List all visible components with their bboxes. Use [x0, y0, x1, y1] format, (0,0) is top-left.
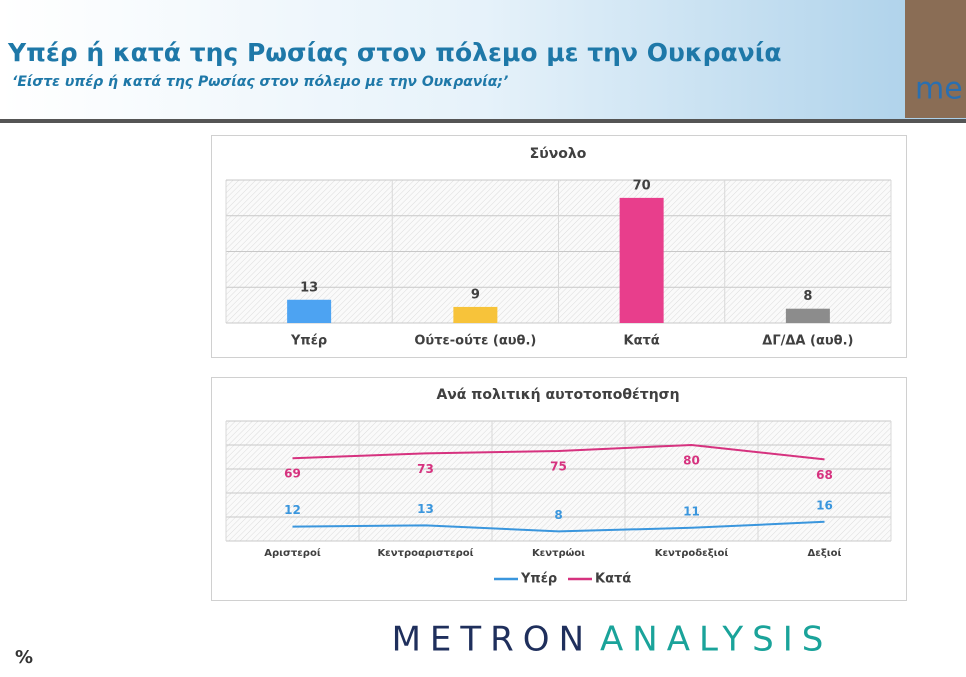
x-tick-label: Κεντροαριστεροί	[377, 547, 473, 559]
bar	[785, 308, 830, 323]
plot-area	[226, 421, 891, 541]
data-label: 8	[554, 508, 562, 522]
header-band	[0, 0, 966, 119]
x-tick-label: Κεντροδεξιοί	[655, 547, 729, 559]
title: Υπέρ ή κατά της Ρωσίας στον πόλεμο με τη…	[7, 38, 782, 67]
x-tick-label: Δεξιοί	[808, 547, 842, 559]
data-label: 13	[417, 502, 434, 516]
data-label: 75	[550, 460, 567, 474]
corner-logo: me	[915, 72, 963, 107]
data-label: 11	[683, 504, 700, 518]
data-label: 9	[471, 287, 480, 302]
header-rule	[0, 119, 966, 123]
brand-right: ANALYSIS	[600, 620, 832, 660]
brand-left: METRON	[392, 620, 593, 660]
bar	[619, 197, 664, 323]
x-tick-label: Υπέρ	[290, 334, 327, 349]
data-label: 73	[417, 462, 434, 476]
data-label: 12	[284, 503, 301, 517]
chart-title: Ανά πολιτική αυτοτοποθέτηση	[436, 387, 679, 403]
data-label: 13	[300, 280, 318, 295]
x-tick-label: Ούτε-ούτε (αυθ.)	[414, 334, 536, 349]
line	[292, 520, 825, 533]
unit-label: %	[15, 647, 33, 668]
data-label: 68	[816, 468, 833, 482]
x-tick-label: ΔΓ/ΔΑ (αυθ.)	[762, 334, 853, 349]
corner-logo-bg	[905, 0, 966, 118]
x-tick-label: Κατά	[624, 334, 660, 349]
data-label: 8	[803, 289, 812, 304]
chart-title: Σύνολο	[530, 146, 587, 162]
legend-label: Κατά	[595, 572, 631, 587]
line	[292, 443, 825, 461]
x-tick-label: Αριστεροί	[264, 547, 321, 559]
bar	[453, 306, 498, 323]
subtitle: ‘Είστε υπέρ ή κατά της Ρωσίας στον πόλεμ…	[12, 74, 508, 90]
data-label: 80	[683, 454, 700, 468]
data-label: 69	[284, 467, 301, 481]
bar	[287, 299, 332, 323]
legend-label: Υπέρ	[520, 572, 557, 587]
x-tick-label: Κεντρώοι	[532, 547, 585, 559]
data-label: 16	[816, 498, 833, 512]
data-label: 70	[633, 178, 651, 193]
